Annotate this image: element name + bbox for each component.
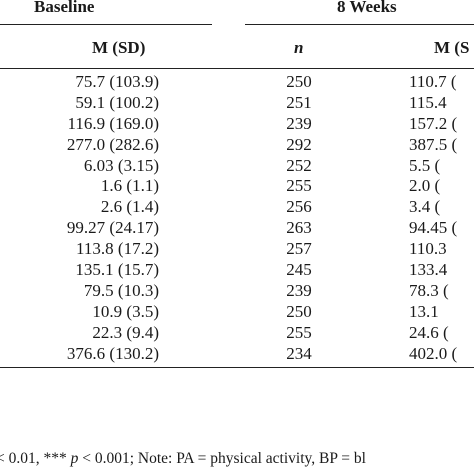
table-row: 116.9 (169.0) 239 157.2 ( [0,114,474,135]
baseline-msd-cell: 10.9 (3.5) [92,301,159,321]
table-row: 277.0 (282.6) 292 387.5 ( [0,135,474,156]
n-cell: 239 [286,113,312,133]
n-cell: 255 [286,176,312,196]
baseline-msd-cell: 1.6 (1.1) [100,176,159,196]
week8-msd-cell: 5.5 ( [409,155,441,175]
msd-week8-header: M (S [434,38,470,57]
n-cell: 252 [286,155,312,175]
n-cell: 251 [286,92,312,112]
table-row: 376.6 (130.2) 234 402.0 ( [0,344,474,365]
baseline-group-header: Baseline [34,0,95,16]
week8-msd-cell: 115.4 [409,92,447,112]
table-row: 113.8 (17.2) 257 110.3 [0,239,474,260]
table-row: 59.1 (100.2) 251 115.4 [0,93,474,114]
msd-baseline-header: M (SD) [92,38,146,57]
baseline-header-rule [0,24,212,25]
week8-header-rule [245,24,474,25]
table-row: 75.7 (103.9) 250 110.7 ( [0,72,474,93]
baseline-msd-cell: 113.8 (17.2) [76,239,159,259]
week8-msd-cell: 110.7 ( [409,72,457,91]
n-cell: 250 [286,301,312,321]
n-cell: 245 [286,260,312,280]
baseline-msd-cell: 99.27 (24.17) [66,218,159,238]
baseline-msd-cell: 22.3 (9.4) [92,322,159,342]
n-cell: 292 [286,134,312,154]
n-cell: 239 [286,280,312,300]
n-cell: 257 [286,239,312,259]
footnote-text-end: < 0.001; Note: PA = physical activity, B… [78,450,366,467]
week8-msd-cell: 157.2 ( [409,113,458,133]
table-row: 99.27 (24.17) 263 94.45 ( [0,218,474,239]
week8-msd-cell: 24.6 ( [409,322,449,342]
week8-group-header: 8 Weeks [337,0,397,16]
table-footnote: < 0.01, *** p < 0.001; Note: PA = physic… [0,450,366,468]
table-row: 6.03 (3.15) 252 5.5 ( [0,156,474,177]
table-row: 1.6 (1.1) 255 2.0 ( [0,176,474,197]
week8-msd-cell: 2.0 ( [409,176,441,196]
n-cell: 255 [286,322,312,342]
week8-msd-cell: 13.1 [409,301,439,321]
week8-msd-cell: 387.5 ( [409,134,458,154]
table-row: 79.5 (10.3) 239 78.3 ( [0,281,474,302]
baseline-msd-cell: 6.03 (3.15) [83,155,159,175]
baseline-msd-cell: 75.7 (103.9) [75,72,159,91]
column-header-rule [0,68,474,69]
table-bottom-rule [0,367,474,368]
footnote-p-symbol: p [70,450,79,467]
footnote-text-start: < 0.01, *** [0,450,71,467]
week8-msd-cell: 402.0 ( [409,343,458,363]
table-body: 75.7 (103.9) 250 110.7 ( 59.1 (100.2) 251 11… [0,72,474,364]
baseline-msd-cell: 277.0 (282.6) [66,134,159,154]
table-row: 2.6 (1.4) 256 3.4 ( [0,197,474,218]
table-row: 135.1 (15.7) 245 133.4 [0,260,474,281]
baseline-msd-cell: 135.1 (15.7) [75,260,159,280]
baseline-msd-cell: 2.6 (1.4) [100,197,159,217]
baseline-msd-cell: 79.5 (10.3) [83,280,159,300]
week8-msd-cell: 133.4 [409,260,448,280]
week8-msd-cell: 3.4 ( [409,197,441,217]
week8-msd-cell: 94.45 ( [409,218,458,238]
table-row: 22.3 (9.4) 255 24.6 ( [0,323,474,344]
week8-msd-cell: 78.3 ( [409,280,449,300]
n-cell: 250 [286,72,312,91]
baseline-msd-cell: 376.6 (130.2) [66,343,159,363]
baseline-msd-cell: 59.1 (100.2) [75,92,159,112]
n-cell: 263 [286,218,312,238]
table-row: 10.9 (3.5) 250 13.1 [0,302,474,323]
n-cell: 256 [286,197,312,217]
week8-msd-cell: 110.3 [409,239,447,259]
n-header: n [294,38,304,57]
n-cell: 234 [286,343,312,363]
baseline-msd-cell: 116.9 (169.0) [67,113,159,133]
